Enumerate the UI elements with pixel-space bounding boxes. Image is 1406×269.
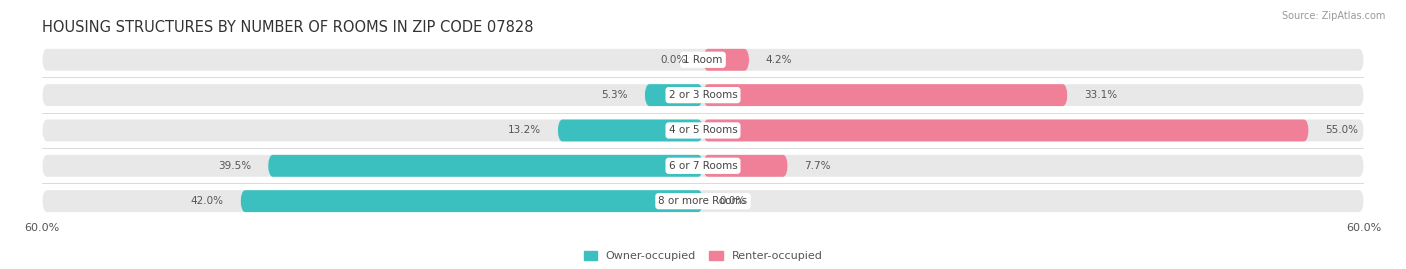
Text: 13.2%: 13.2% (508, 125, 541, 136)
Text: 55.0%: 55.0% (1326, 125, 1358, 136)
Text: 42.0%: 42.0% (191, 196, 224, 206)
Text: 33.1%: 33.1% (1084, 90, 1118, 100)
FancyBboxPatch shape (42, 119, 1364, 141)
FancyBboxPatch shape (703, 84, 1067, 106)
FancyBboxPatch shape (42, 49, 1364, 71)
Text: Source: ZipAtlas.com: Source: ZipAtlas.com (1281, 11, 1385, 21)
FancyBboxPatch shape (42, 155, 1364, 177)
FancyBboxPatch shape (703, 155, 787, 177)
FancyBboxPatch shape (703, 49, 749, 71)
Text: 4 or 5 Rooms: 4 or 5 Rooms (669, 125, 737, 136)
Text: 0.0%: 0.0% (661, 55, 686, 65)
Text: 0.0%: 0.0% (720, 196, 745, 206)
Text: 1 Room: 1 Room (683, 55, 723, 65)
FancyBboxPatch shape (644, 84, 703, 106)
Text: HOUSING STRUCTURES BY NUMBER OF ROOMS IN ZIP CODE 07828: HOUSING STRUCTURES BY NUMBER OF ROOMS IN… (42, 20, 534, 35)
Text: 5.3%: 5.3% (602, 90, 628, 100)
Legend: Owner-occupied, Renter-occupied: Owner-occupied, Renter-occupied (579, 246, 827, 266)
Text: 39.5%: 39.5% (218, 161, 252, 171)
FancyBboxPatch shape (42, 84, 1364, 106)
Text: 4.2%: 4.2% (766, 55, 792, 65)
Text: 6 or 7 Rooms: 6 or 7 Rooms (669, 161, 737, 171)
FancyBboxPatch shape (703, 119, 1309, 141)
FancyBboxPatch shape (558, 119, 703, 141)
Text: 8 or more Rooms: 8 or more Rooms (658, 196, 748, 206)
Text: 7.7%: 7.7% (804, 161, 831, 171)
FancyBboxPatch shape (42, 190, 1364, 212)
FancyBboxPatch shape (269, 155, 703, 177)
Text: 2 or 3 Rooms: 2 or 3 Rooms (669, 90, 737, 100)
FancyBboxPatch shape (240, 190, 703, 212)
